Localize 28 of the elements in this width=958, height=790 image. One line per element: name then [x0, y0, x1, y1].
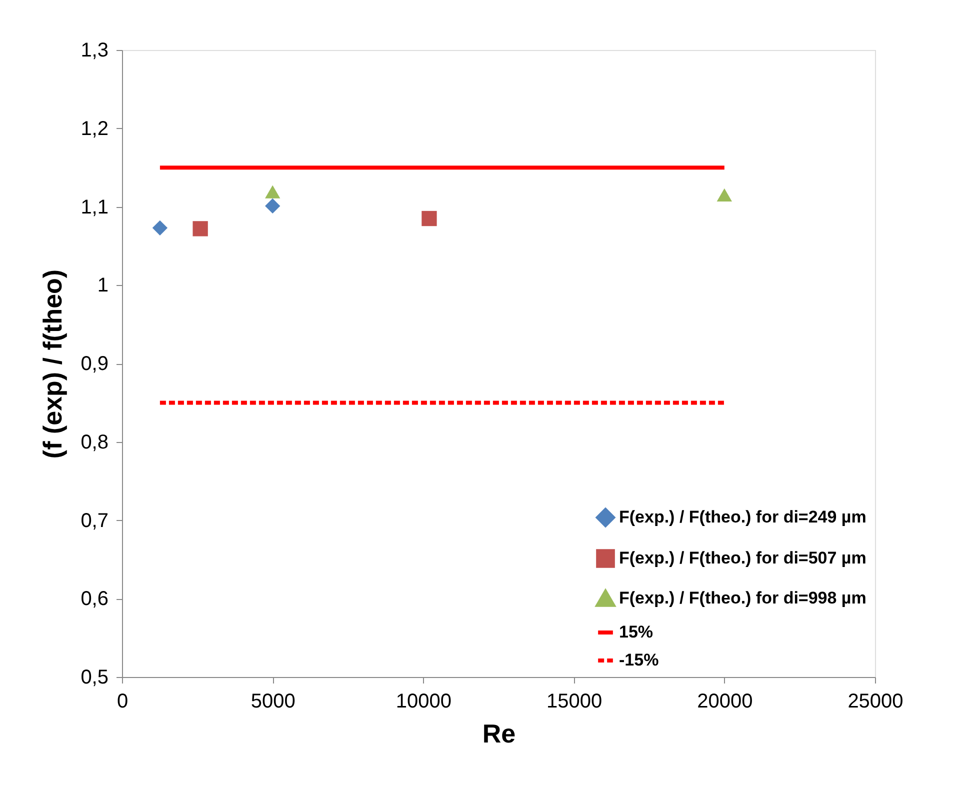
y-axis-title: (f (exp) / f(theo)	[38, 269, 68, 459]
point	[422, 210, 437, 226]
legend-label: F(exp.) / F(theo.) for di=998 µm	[619, 588, 866, 608]
y-tick-label: 1,2	[80, 118, 108, 140]
y-tick-label: 1,1	[80, 196, 108, 218]
legend-label: 15%	[619, 622, 654, 642]
y-tick-label: 0,5	[80, 666, 108, 688]
point	[192, 221, 208, 236]
point	[265, 198, 280, 214]
point	[152, 220, 168, 236]
x-tick-label: 20000	[697, 690, 753, 712]
legend-label: F(exp.) / F(theo.) for di=249 µm	[619, 508, 866, 526]
x-tick-label: 5000	[250, 690, 296, 712]
y-tick-label: 1	[97, 274, 108, 297]
point	[716, 188, 732, 202]
y-tick-label: 0,6	[80, 588, 108, 610]
y-tick-label: 0,8	[80, 431, 108, 454]
x-tick-label: 10000	[396, 690, 452, 712]
y-tick-label: 0,7	[80, 510, 108, 532]
x-tick-label: 25000	[848, 690, 904, 712]
x-tick-label: 0	[116, 690, 128, 712]
point	[265, 185, 280, 198]
legend-label: F(exp.) / F(theo.) for di=507 µm	[619, 548, 866, 568]
x-axis-title: Re	[482, 718, 516, 748]
x-tick-label: 15000	[546, 690, 602, 712]
y-tick-label: 1,3	[80, 40, 108, 62]
legend-label: -15%	[619, 650, 659, 670]
y-tick-label: 0,9	[80, 353, 108, 375]
